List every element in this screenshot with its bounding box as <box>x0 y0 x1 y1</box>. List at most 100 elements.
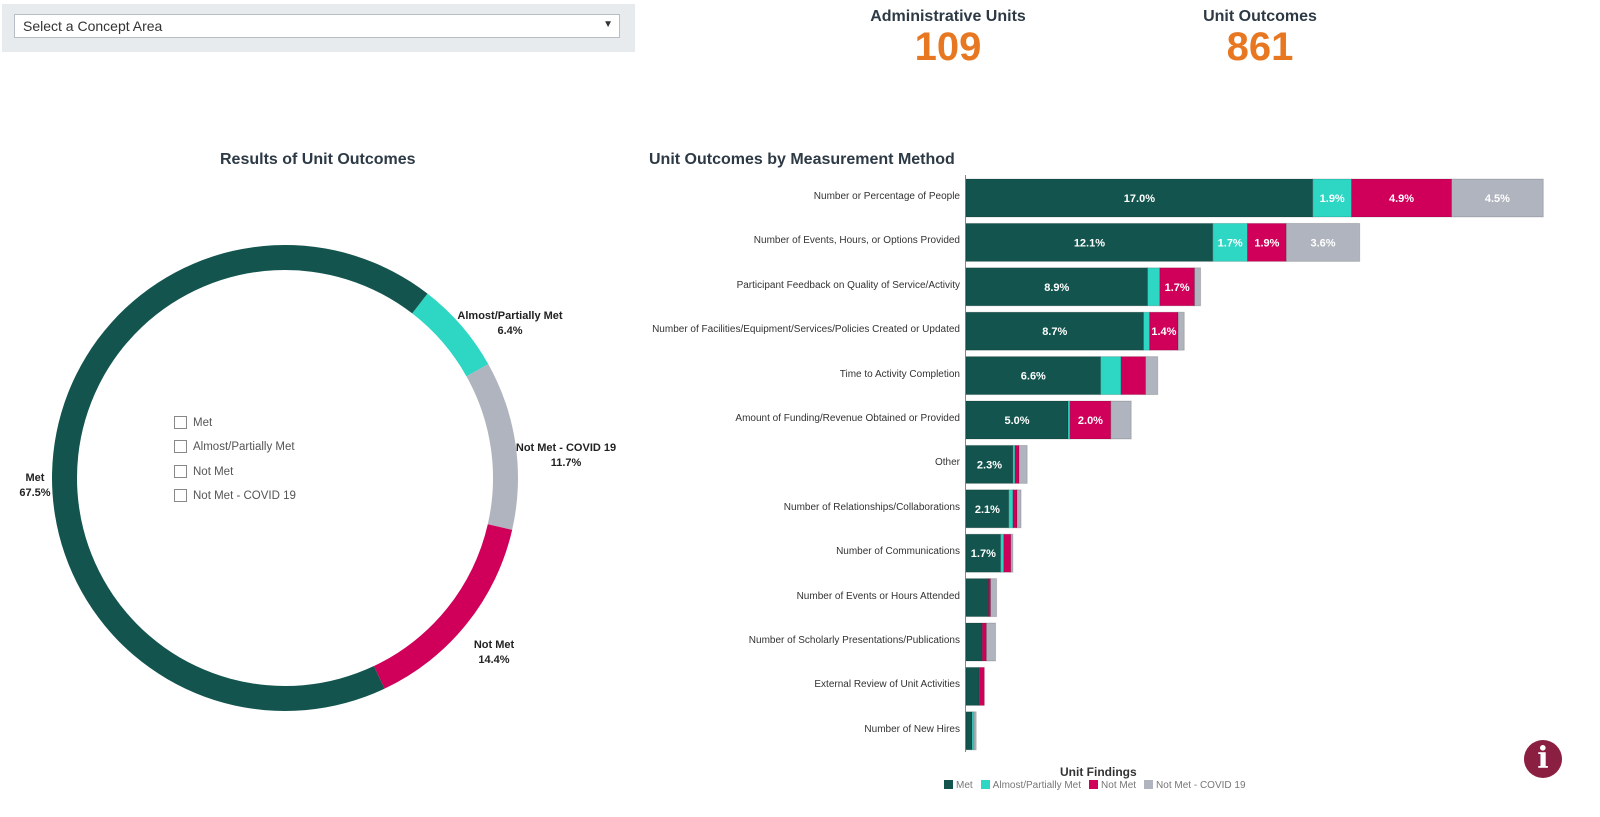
bar-segment[interactable] <box>965 356 1102 396</box>
bar-segment[interactable] <box>985 622 997 662</box>
bar-segment[interactable] <box>1069 400 1112 440</box>
bar-legend-covid[interactable]: Not Met - COVID 19 <box>1144 780 1246 791</box>
bar-legend-met[interactable]: Met <box>944 780 973 791</box>
bar-segment[interactable] <box>973 711 977 751</box>
bar-segment[interactable] <box>1285 222 1361 262</box>
category-label: Number or Percentage of People <box>813 191 960 202</box>
bar-segment[interactable] <box>1120 356 1147 396</box>
bar-data-label: 2.3% <box>977 459 1002 471</box>
donut-label-almost: Almost/Partially Met 6.4% <box>457 310 563 337</box>
category-label: Time to Activity Completion <box>839 368 960 380</box>
slice-met[interactable] <box>52 244 428 711</box>
bar-segment[interactable] <box>1100 356 1122 396</box>
bar-data-label: 1.9% <box>1320 193 1345 205</box>
checkbox[interactable] <box>174 465 187 478</box>
donut-label-met: Met 67.5% <box>19 472 51 499</box>
bar-legend-almost[interactable]: Almost/Partially Met <box>980 780 1081 791</box>
bar-segment[interactable] <box>965 311 1144 351</box>
category-label: Amount of Funding/Revenue Obtained or Pr… <box>735 413 960 424</box>
bar-segment[interactable] <box>1008 489 1014 529</box>
category-label: Number of Relationships/Collaborations <box>783 501 960 513</box>
checkbox[interactable] <box>174 489 187 502</box>
bar-segment[interactable] <box>1012 444 1016 484</box>
bar-segment[interactable] <box>1451 178 1544 218</box>
bar-data-label: 1.7% <box>1165 282 1190 294</box>
bar-data-label: 4.5% <box>1485 193 1510 205</box>
concept-area-select-value: Select a Concept Area <box>23 18 163 34</box>
legend-covid[interactable]: Not Met - COVID 19 <box>174 489 296 502</box>
kpi-value: 109 <box>914 25 982 69</box>
bar-segment[interactable] <box>1159 267 1195 307</box>
bar-legend-title: Unit Findings <box>1060 765 1137 779</box>
bar-segment[interactable] <box>965 533 1002 573</box>
bar-data-label: 6.6% <box>1021 371 1046 383</box>
bar-segment[interactable] <box>1145 356 1159 396</box>
bar-segment[interactable] <box>1177 311 1185 351</box>
kpi-administrative-units: Administrative Units 109 <box>838 8 1058 68</box>
bar-data-label: 17.0% <box>1124 193 1155 205</box>
bar-segment[interactable] <box>1193 267 1202 307</box>
bar-segment[interactable] <box>965 400 1069 440</box>
bar-segment[interactable] <box>1018 444 1028 484</box>
bar-data-label: 12.1% <box>1074 237 1105 249</box>
bar-segment[interactable] <box>1110 400 1132 440</box>
category-label: External Review of Unit Activities <box>814 679 960 691</box>
category-label: Number of Communications <box>836 546 960 558</box>
donut-label-not-met: Not Met 14.4% <box>473 639 515 666</box>
donut-chart <box>52 244 518 711</box>
kpi-unit-outcomes: Unit Outcomes 861 <box>1150 8 1370 68</box>
legend-label: Not Met <box>193 465 234 478</box>
bar-data-label: 3.6% <box>1310 237 1335 249</box>
legend-almost[interactable]: Almost/Partially Met <box>174 440 295 453</box>
bar-segment[interactable] <box>1147 267 1161 307</box>
bar-segment[interactable] <box>1010 533 1014 573</box>
category-label: Number of Facilities/Equipment/Services/… <box>652 324 960 336</box>
category-label: Number of Events or Hours Attended <box>796 590 960 602</box>
bar-segment[interactable] <box>965 578 989 618</box>
bar-segment[interactable] <box>1142 311 1151 351</box>
info-icon[interactable]: i <box>1524 740 1562 778</box>
kpi-label: Unit Outcomes <box>1203 8 1317 25</box>
category-label: Number of Scholarly Presentations/Public… <box>748 635 960 646</box>
legend-met[interactable]: Met <box>174 416 212 429</box>
bar-data-label: 4.9% <box>1389 193 1414 205</box>
slice-covid[interactable] <box>466 364 518 530</box>
donut-label-covid: Not Met - COVID 19 11.7% <box>515 442 617 469</box>
bar-data-label: 8.7% <box>1042 326 1067 338</box>
category-label: Participant Feedback on Quality of Servi… <box>736 279 960 291</box>
kpi-label: Administrative Units <box>870 8 1026 25</box>
bar-segment[interactable] <box>1012 489 1018 529</box>
bar-segment[interactable] <box>978 666 985 706</box>
concept-area-select[interactable]: Select a Concept Area ▼ <box>14 14 620 38</box>
bar-segment[interactable] <box>965 666 980 706</box>
bar-segment[interactable] <box>989 578 998 618</box>
checkbox[interactable] <box>174 440 187 453</box>
legend-label: Almost/Partially Met <box>193 440 295 453</box>
bar-chart-title: Unit Outcomes by Measurement Method <box>649 151 955 168</box>
bar-data-label: 1.4% <box>1151 326 1176 338</box>
bar-segment[interactable] <box>1016 489 1022 529</box>
category-label: Number of New Hires <box>864 723 960 735</box>
chevron-down-icon: ▼ <box>603 19 613 30</box>
bar-legend-not-met[interactable]: Not Met <box>1089 780 1136 791</box>
bar-data-label: 8.9% <box>1044 282 1069 294</box>
legend-label: Met <box>193 416 213 429</box>
bar-segment[interactable] <box>965 222 1214 262</box>
slice-not-met[interactable] <box>373 524 513 689</box>
bar-segment[interactable] <box>965 178 1314 218</box>
checkbox[interactable] <box>174 416 187 429</box>
bar-segment[interactable] <box>1014 444 1020 484</box>
bar-data-label: 2.1% <box>975 504 1000 516</box>
legend-label: Not Met - COVID 19 <box>193 489 296 502</box>
legend-not-met[interactable]: Not Met <box>174 465 233 478</box>
bar-data-label: 2.0% <box>1078 415 1103 427</box>
bar-segment[interactable] <box>981 622 987 662</box>
bar-segment[interactable] <box>965 622 983 662</box>
donut-title: Results of Unit Outcomes <box>220 151 416 168</box>
slice-almost[interactable] <box>412 293 489 377</box>
bar-segment[interactable] <box>1003 533 1012 573</box>
bar-segment[interactable] <box>965 711 973 751</box>
bar-data-label: 1.7% <box>971 548 996 560</box>
category-label: Number of Events, Hours, or Options Prov… <box>753 235 960 247</box>
